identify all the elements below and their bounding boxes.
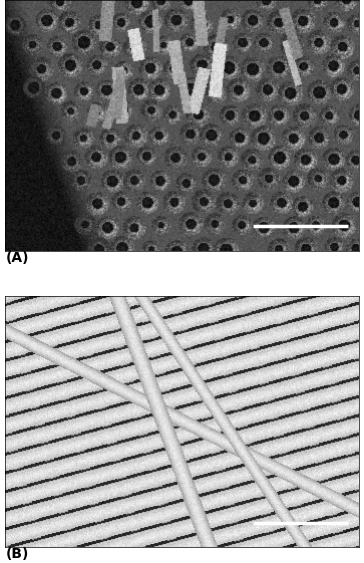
Text: (A): (A) bbox=[5, 251, 29, 265]
Text: (B): (B) bbox=[5, 547, 29, 561]
